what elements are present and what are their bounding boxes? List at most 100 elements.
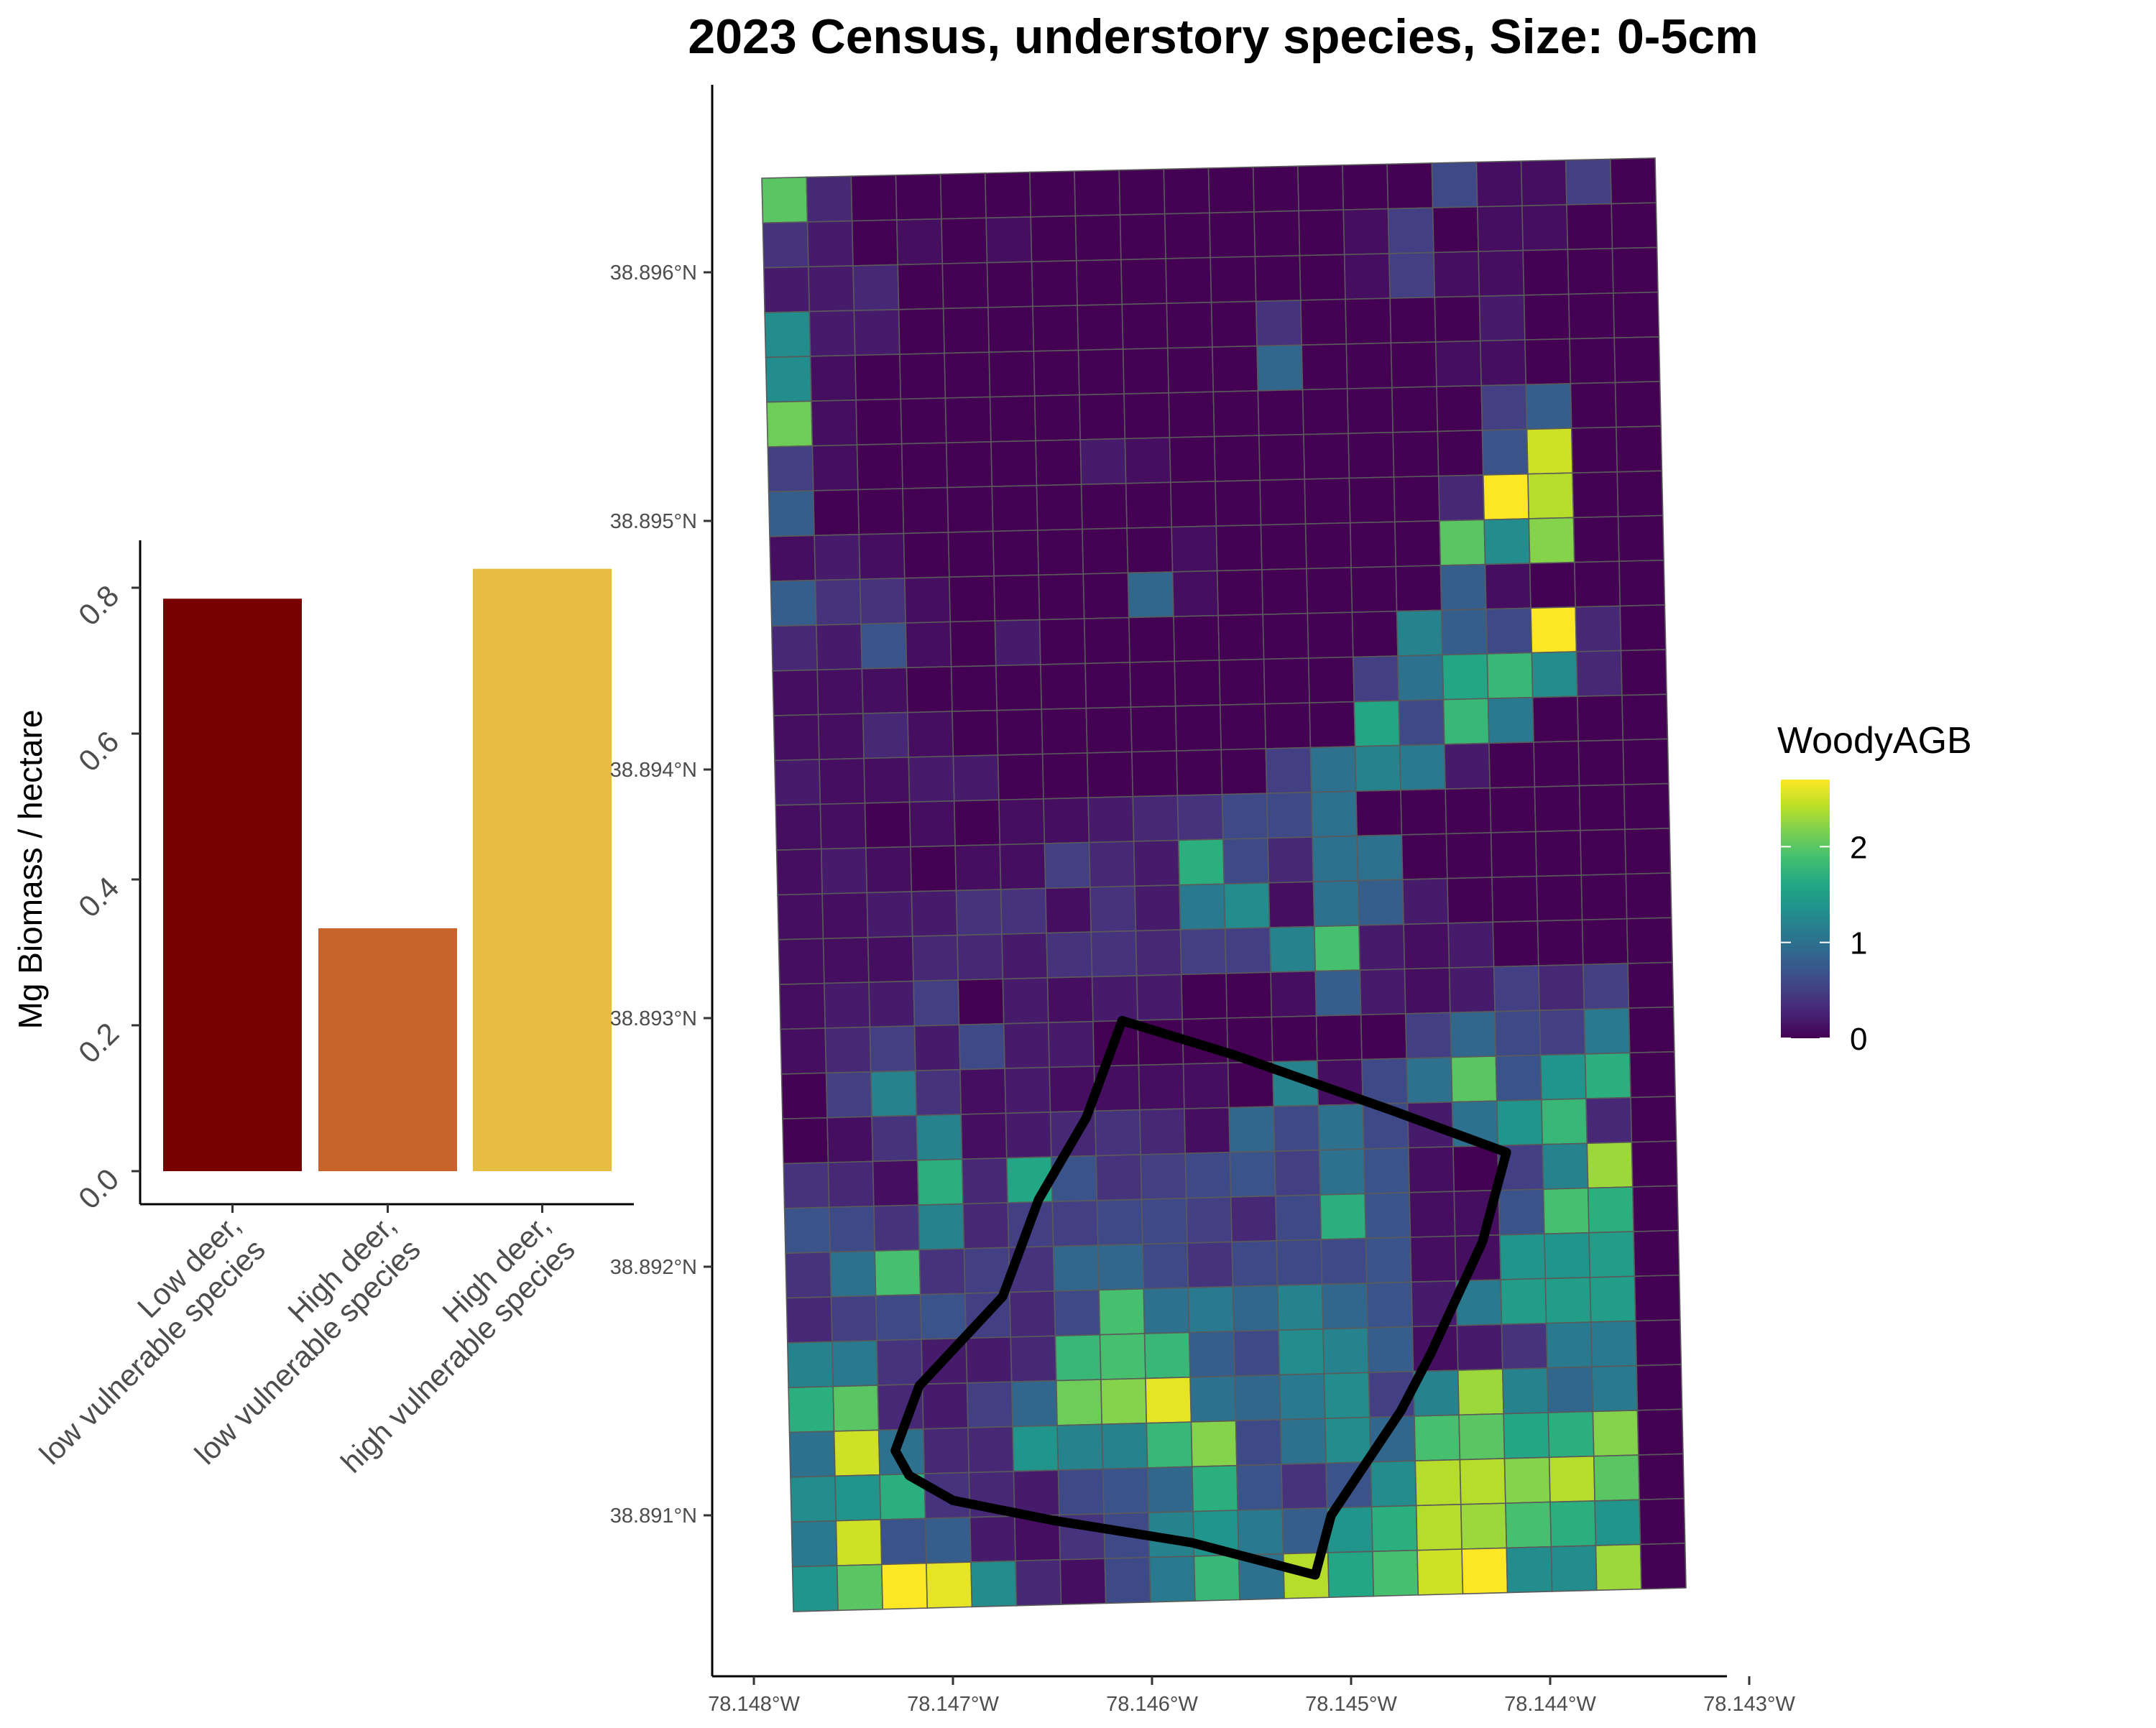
map-cell: [1636, 1408, 1684, 1456]
map-cell: [1389, 296, 1437, 344]
bar-y-axis-title: Mg Biomass / hectare: [11, 710, 49, 1030]
map-cell: [900, 442, 949, 489]
map-cell: [994, 619, 1041, 667]
map-cell: [1187, 1241, 1234, 1289]
map-cell: [1123, 392, 1171, 440]
map-cell: [1317, 1104, 1365, 1151]
map-cell: [1483, 518, 1531, 565]
map-cell: [1210, 300, 1258, 348]
map-cell: [1219, 703, 1267, 751]
map-cell: [785, 1251, 832, 1299]
map-cell: [1404, 1012, 1452, 1059]
map-cell: [1303, 433, 1350, 480]
map-cell: [998, 798, 1046, 846]
map-cell: [1456, 1323, 1503, 1371]
map-cell: [1255, 300, 1303, 347]
map-cell: [1036, 528, 1084, 576]
map-cell: [1630, 1096, 1677, 1143]
map-cell: [1433, 251, 1480, 298]
map-cell: [1184, 1151, 1232, 1199]
map-cell: [1084, 662, 1132, 709]
map-cell: [1523, 293, 1570, 341]
map-cell: [960, 1112, 1008, 1160]
map-cell: [1040, 662, 1087, 711]
map-cell: [1445, 787, 1492, 835]
map-cell: [1370, 1505, 1418, 1553]
map-cell: [812, 489, 860, 537]
map-cell: [1639, 1497, 1686, 1546]
map-cell: [1354, 744, 1401, 793]
map-cell: [872, 1159, 919, 1207]
map-cell: [1221, 793, 1268, 840]
map-cell: [852, 264, 900, 312]
map-cell: [880, 1562, 929, 1610]
map-cell: [1104, 1556, 1151, 1604]
map-cell: [962, 1202, 1010, 1249]
map-cell: [1609, 157, 1657, 205]
map-cell: [1125, 481, 1173, 529]
map-cell: [1298, 209, 1345, 257]
map-cell: [995, 664, 1043, 711]
map-cell: [836, 1563, 884, 1612]
map-cell: [1566, 203, 1613, 251]
map-cell: [1495, 1054, 1542, 1102]
map-cell: [1440, 608, 1488, 656]
map-cell: [1220, 748, 1268, 795]
map-cell: [1398, 698, 1445, 747]
map-cell: [1129, 660, 1176, 708]
map-cell: [996, 708, 1044, 756]
map-cell: [1032, 305, 1079, 352]
map-cell: [1253, 210, 1301, 257]
map-cell: [1268, 925, 1317, 974]
bar-2: [473, 568, 612, 1171]
map-cell: [1252, 165, 1300, 213]
map-cell: [1353, 700, 1401, 747]
map-cell: [1363, 1147, 1411, 1195]
map-cell: [1414, 1459, 1462, 1507]
map-cell: [1415, 1503, 1462, 1551]
legend-ticks: 0 1 2: [1781, 830, 1867, 1057]
map-cell: [1634, 1319, 1682, 1367]
map-cell: [969, 1515, 1016, 1563]
map-cell: [1296, 164, 1345, 212]
map-cell: [1565, 158, 1613, 205]
map-cell: [1530, 606, 1577, 654]
map-cell: [814, 533, 861, 581]
map-cell: [1501, 1367, 1549, 1415]
map-cell: [922, 1427, 970, 1474]
map-cell: [819, 757, 866, 805]
map-cell: [1234, 1374, 1281, 1422]
map-cell: [1588, 1231, 1636, 1278]
bar-y-tick-label-0: 0.0: [72, 1162, 126, 1216]
map-cell: [1567, 292, 1616, 340]
map-cell: [1080, 482, 1128, 530]
map-cell: [1322, 1327, 1370, 1374]
map-cell: [1548, 1455, 1595, 1503]
map-cell: [783, 1162, 830, 1209]
map-cell: [1299, 254, 1346, 301]
map-cell: [860, 622, 908, 670]
map-cell: [864, 801, 911, 849]
map-cell: [1128, 616, 1176, 663]
map-cell: [954, 844, 1002, 892]
map-cell: [1002, 977, 1049, 1025]
map-cell: [831, 1339, 879, 1387]
map-cell: [1262, 612, 1309, 660]
map-cell: [991, 484, 1038, 532]
map-cell: [827, 1160, 875, 1209]
map-cell: [828, 1205, 876, 1253]
legend-tick-label-2: 2: [1850, 830, 1867, 865]
map-cell: [1130, 705, 1177, 753]
map-cell: [866, 891, 913, 938]
map-cell: [1549, 1500, 1597, 1548]
map-cell: [1459, 1458, 1506, 1505]
map-cell: [1595, 1543, 1642, 1591]
map-cell: [1087, 795, 1135, 844]
map-cell: [1476, 205, 1524, 252]
map-cell: [1439, 519, 1486, 566]
map-cell: [1365, 1281, 1414, 1329]
map-cell: [959, 1068, 1007, 1115]
map-cell: [900, 397, 947, 445]
map-cell: [899, 352, 946, 400]
map-cell: [947, 530, 995, 578]
